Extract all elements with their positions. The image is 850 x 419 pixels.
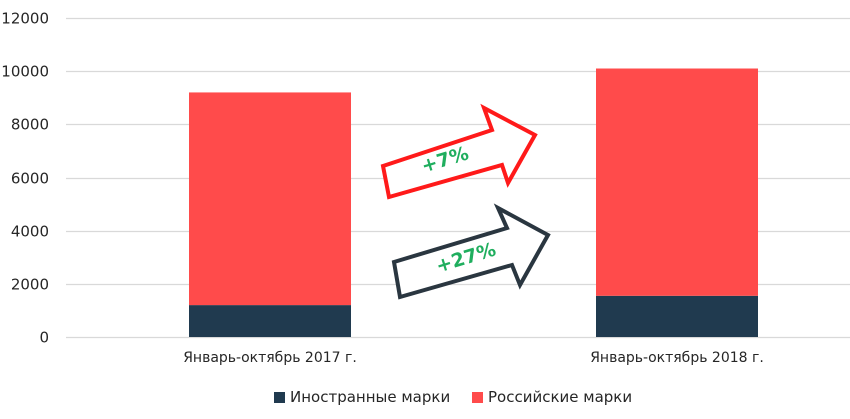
y-tick-label: 12000 — [1, 10, 49, 28]
legend: Иностранные марки Российские марки — [0, 388, 850, 410]
y-tick-label: 4000 — [11, 223, 49, 241]
x-category-label: Январь-октябрь 2018 г. — [590, 350, 764, 366]
growth-arrow-foreign: +27% — [391, 203, 551, 300]
growth-arrow-russian: +7% — [380, 103, 538, 200]
arrow-right-icon — [380, 103, 538, 200]
legend-item-russian[interactable]: Российские марки — [472, 388, 632, 406]
legend-swatch-foreign — [274, 391, 285, 403]
legend-item-foreign[interactable]: Иностранные марки — [274, 388, 450, 406]
bar-segment — [189, 305, 351, 337]
bar-segment — [596, 68, 758, 296]
y-tick-label: 6000 — [11, 170, 49, 188]
legend-swatch-russian — [472, 391, 483, 403]
y-tick-label: 0 — [39, 329, 49, 347]
bar-segment — [596, 295, 758, 337]
bar-segment — [189, 92, 351, 306]
x-category-label: Январь-октябрь 2017 г. — [183, 350, 357, 366]
y-axis-ticks: 0 2000 4000 6000 8000 10000 12000 — [1, 10, 49, 347]
y-tick-label: 10000 — [1, 63, 49, 81]
legend-label-foreign: Иностранные марки — [290, 388, 451, 406]
x-axis-labels: Январь-октябрь 2017 г. Январь-октябрь 201… — [183, 350, 764, 366]
bars — [189, 68, 758, 337]
y-tick-label: 8000 — [11, 116, 49, 134]
y-tick-label: 2000 — [11, 276, 49, 294]
legend-label-russian: Российские марки — [488, 388, 633, 406]
arrow-right-icon — [391, 203, 551, 300]
